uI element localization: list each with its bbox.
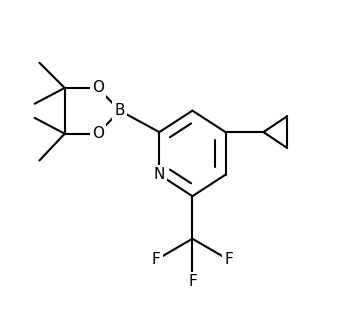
Text: F: F	[152, 252, 161, 267]
Text: O: O	[92, 81, 104, 95]
Text: F: F	[224, 252, 233, 267]
Text: B: B	[115, 103, 125, 118]
Text: F: F	[188, 274, 197, 290]
Text: N: N	[154, 167, 165, 182]
Text: O: O	[92, 126, 104, 141]
